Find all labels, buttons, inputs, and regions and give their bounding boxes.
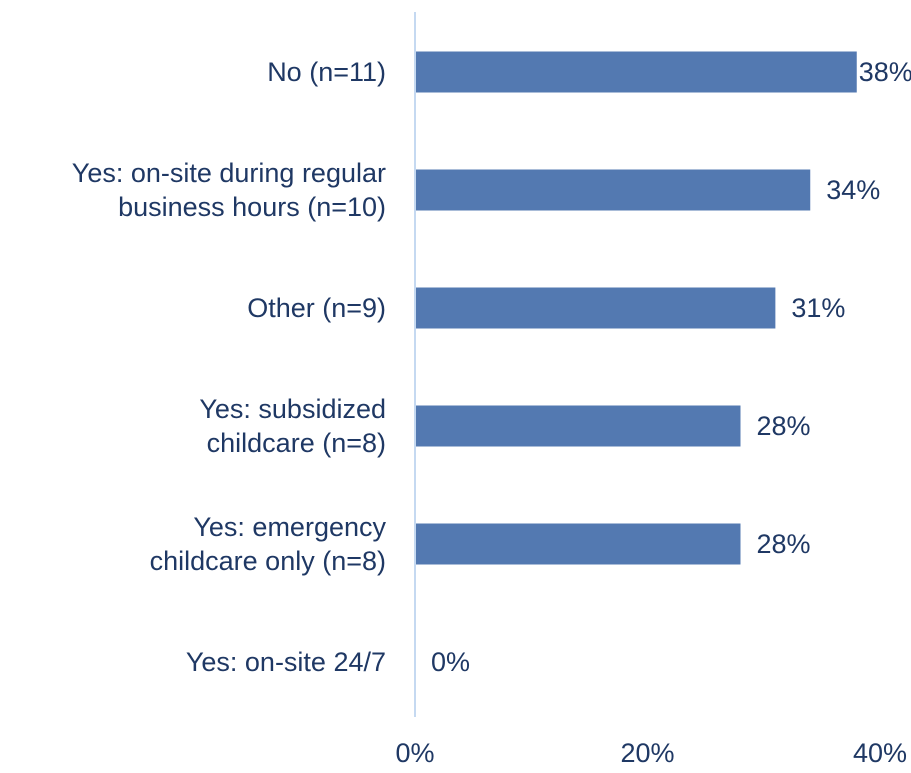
category-label: Yes: emergency childcare only (n=8)	[150, 512, 387, 576]
category-label-line: No (n=11)	[267, 57, 386, 87]
data-label: 0%	[431, 647, 470, 677]
category-label-line: Yes: emergency	[193, 512, 386, 542]
x-tick-label: 0%	[395, 738, 434, 768]
category-label-line: childcare only (n=8)	[150, 546, 386, 576]
data-labels: 38% 34% 31% 28% 28% 0%	[431, 57, 911, 677]
category-labels: No (n=11) Yes: on-site during regular busi…	[72, 57, 387, 677]
category-label: Yes: on-site during regular business hour…	[72, 158, 386, 222]
category-label: Yes: on-site 24/7	[186, 647, 386, 677]
category-label-line: childcare (n=8)	[207, 428, 386, 458]
data-label: 28%	[757, 411, 811, 441]
category-label-line: Other (n=9)	[247, 293, 386, 323]
data-label: 38%	[859, 57, 911, 87]
data-label: 31%	[791, 293, 845, 323]
category-label-line: Yes: on-site during regular	[72, 158, 386, 188]
category-label: Yes: subsidized childcare (n=8)	[199, 394, 386, 458]
data-label: 34%	[826, 175, 880, 205]
x-tick-label: 40%	[853, 738, 907, 768]
category-label-line: Yes: on-site 24/7	[186, 647, 386, 677]
bar	[415, 169, 811, 211]
x-tick-label: 20%	[620, 738, 674, 768]
bar	[415, 51, 857, 93]
data-label: 28%	[757, 529, 811, 559]
x-axis-tick-labels: 0% 20% 40%	[395, 738, 907, 768]
bar	[415, 287, 776, 329]
category-label-line: business hours (n=10)	[118, 192, 386, 222]
bars-group	[415, 51, 857, 565]
category-label: Other (n=9)	[247, 293, 386, 323]
bar	[415, 405, 741, 447]
category-label-line: Yes: subsidized	[199, 394, 386, 424]
category-label: No (n=11)	[267, 57, 386, 87]
bar	[415, 523, 741, 565]
